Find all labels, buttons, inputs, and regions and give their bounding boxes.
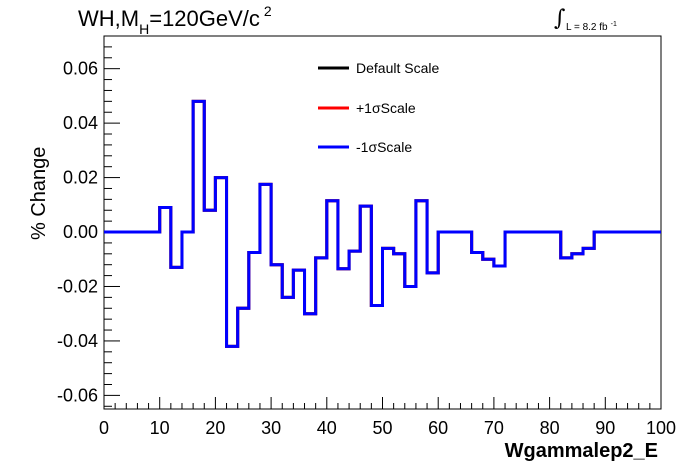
- x-tick-label: 0: [99, 418, 109, 438]
- y-tick-label: 0.02: [63, 168, 98, 188]
- y-tick-label: -0.04: [57, 331, 98, 351]
- x-axis-label: Wgammalep2_E: [504, 440, 658, 462]
- x-tick-label: 90: [595, 418, 615, 438]
- y-tick-label: -0.02: [57, 276, 98, 296]
- x-tick-label: 20: [205, 418, 225, 438]
- x-tick-label: 60: [428, 418, 448, 438]
- title-superscript: 2: [263, 3, 272, 19]
- y-tick-label: 0.06: [63, 59, 98, 79]
- x-tick-label: 80: [540, 418, 560, 438]
- legend-label-0: Default Scale: [356, 60, 439, 76]
- y-tick-label: 0.00: [63, 222, 98, 242]
- legend-label-1: +1σScale: [356, 100, 416, 116]
- x-tick-label: 40: [317, 418, 337, 438]
- luminosity-unit-exponent: -1: [610, 21, 617, 28]
- title-subscript: H: [139, 21, 150, 37]
- y-tick-label: 0.04: [63, 113, 98, 133]
- luminosity-text: L = 8.2 fb: [566, 22, 608, 33]
- series-line-2: [104, 99, 661, 348]
- x-tick-label: 10: [150, 418, 170, 438]
- legend-label-2: -1σScale: [356, 139, 412, 155]
- chart-title: WH,MH=120GeV/c 2: [78, 3, 272, 37]
- integral-symbol: ∫: [554, 6, 566, 31]
- title-main: WH,M: [78, 6, 140, 31]
- y-tick-label: -0.06: [57, 385, 98, 405]
- x-tick-label: 50: [372, 418, 392, 438]
- x-tick-label: 100: [646, 418, 676, 438]
- x-tick-label: 30: [261, 418, 281, 438]
- x-tick-label: 70: [484, 418, 504, 438]
- plot-frame: [103, 35, 662, 410]
- title-rest: =120GeV/c: [149, 6, 260, 31]
